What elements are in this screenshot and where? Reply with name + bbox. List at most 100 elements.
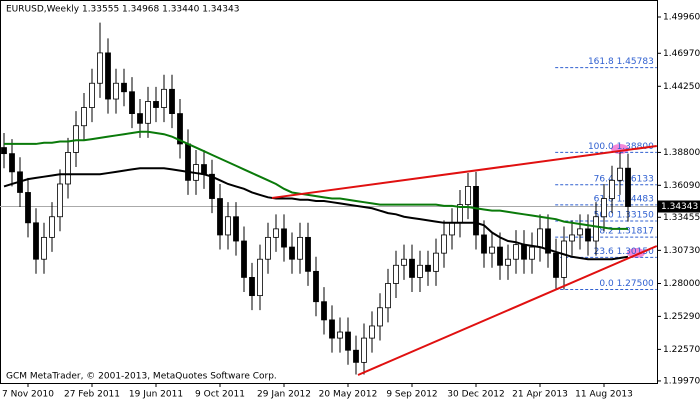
candle-body xyxy=(297,236,303,260)
trend-line xyxy=(271,145,657,199)
y-tick-label: 1.30730 xyxy=(663,246,700,256)
candle-body xyxy=(113,82,119,100)
candle-body xyxy=(465,186,471,206)
candle-body xyxy=(513,244,519,260)
y-tick-label: 1.28000 xyxy=(663,279,700,289)
candle-body xyxy=(489,246,495,254)
candle-body xyxy=(577,228,583,236)
chart-header: EURUSD,Weekly 1.33555 1.34968 1.33440 1.… xyxy=(6,5,239,15)
candle-body xyxy=(449,222,455,236)
x-tick-label: 19 Jun 2011 xyxy=(129,390,183,400)
candle-body xyxy=(409,258,415,278)
candle-body xyxy=(249,277,255,297)
candle-body xyxy=(305,236,311,272)
candle-body xyxy=(121,82,127,93)
candle-body xyxy=(505,258,511,266)
fibo-label: 61.8 1.34483 xyxy=(594,194,654,204)
candle-body xyxy=(65,152,71,185)
price-tag-label: 1.34343 xyxy=(661,202,698,212)
fibo-label: 161.8 1.45783 xyxy=(588,57,654,67)
candle-body xyxy=(609,179,615,199)
candle-body xyxy=(265,236,271,260)
candle-body xyxy=(25,192,31,224)
candle-body xyxy=(561,240,567,278)
candle-body xyxy=(217,198,223,236)
fibo-label: 23.6 1.30150 xyxy=(594,247,654,257)
candle-body xyxy=(145,101,151,124)
candle-body xyxy=(521,244,527,260)
candle-body xyxy=(241,240,247,278)
x-tick-label: 7 Nov 2010 xyxy=(2,390,54,400)
candle-body xyxy=(313,270,319,303)
y-tick-label: 1.44250 xyxy=(663,82,700,92)
candle-body xyxy=(257,258,263,297)
x-tick-label: 11 Aug 2013 xyxy=(575,390,633,400)
candle-body xyxy=(353,349,359,363)
x-tick-label: 9 Oct 2011 xyxy=(195,390,245,400)
candle-body xyxy=(73,125,79,153)
y-tick-label: 1.49960 xyxy=(663,12,700,22)
candle-body xyxy=(497,246,503,266)
candle-body xyxy=(361,337,367,363)
candle-body xyxy=(529,246,535,260)
marker xyxy=(627,248,645,258)
fibo-label: 100.0 1.38800 xyxy=(588,142,654,152)
fibo-label: 76.4 1.36133 xyxy=(594,174,654,184)
x-tick-label: 29 Jan 2012 xyxy=(257,390,311,400)
candle-body xyxy=(417,264,423,278)
candle-body xyxy=(273,228,279,238)
y-tick-label: 1.19970 xyxy=(663,376,700,386)
candle-body xyxy=(625,167,631,207)
candle-body xyxy=(537,228,543,248)
candle-body xyxy=(433,252,439,272)
moving-average xyxy=(4,130,628,230)
candle-body xyxy=(369,325,375,339)
x-tick-label: 30 Dec 2012 xyxy=(447,390,505,400)
fibo-label: 50.0 1.33150 xyxy=(594,210,654,220)
candle-body xyxy=(553,252,559,278)
candle-body xyxy=(137,113,143,124)
price-tag xyxy=(658,200,700,213)
x-tick-label: 9 Sep 2012 xyxy=(386,390,437,400)
candle-body xyxy=(481,234,487,254)
candle-body xyxy=(601,198,607,218)
candle-body xyxy=(345,331,351,351)
candle-body xyxy=(617,167,623,181)
candle-body xyxy=(385,283,391,309)
y-tick-label: 1.25290 xyxy=(663,312,700,322)
candle-body xyxy=(89,82,95,108)
candle-body xyxy=(545,228,551,254)
x-tick-label: 21 Apr 2013 xyxy=(512,390,568,400)
candle-body xyxy=(321,301,327,321)
candle-body xyxy=(169,88,175,114)
y-tick-label: 1.22570 xyxy=(663,345,700,355)
trend-line xyxy=(357,245,658,376)
moving-average xyxy=(3,167,629,261)
candle-body xyxy=(209,173,215,199)
candle-body xyxy=(201,164,207,175)
candle-body xyxy=(153,101,159,108)
candle-body xyxy=(129,91,135,114)
candle-body xyxy=(569,234,575,242)
candle-body xyxy=(289,246,295,260)
candle-body xyxy=(9,153,15,173)
candle-body xyxy=(425,264,431,272)
candle-body xyxy=(337,331,343,339)
fibo-label: 38.2 1.31817 xyxy=(594,227,654,237)
x-tick-label: 20 May 2012 xyxy=(319,390,378,400)
y-tick-label: 1.33455 xyxy=(663,213,700,223)
candle-body xyxy=(1,147,7,155)
y-tick-label: 1.36090 xyxy=(663,181,700,191)
candle-body xyxy=(57,183,63,218)
x-tick-label: 27 Feb 2011 xyxy=(64,390,120,400)
candle-body xyxy=(225,216,231,236)
copyright: GCM MetaTrader, © 2001-2013, MetaQuotes … xyxy=(6,372,277,382)
candle-body xyxy=(329,319,335,339)
candle-body xyxy=(177,113,183,145)
candle-body xyxy=(41,236,47,260)
fibo-label: 0.0 1.27500 xyxy=(599,279,654,289)
candle-body xyxy=(393,264,399,284)
candle-body xyxy=(185,143,191,181)
candle-body xyxy=(281,228,287,248)
